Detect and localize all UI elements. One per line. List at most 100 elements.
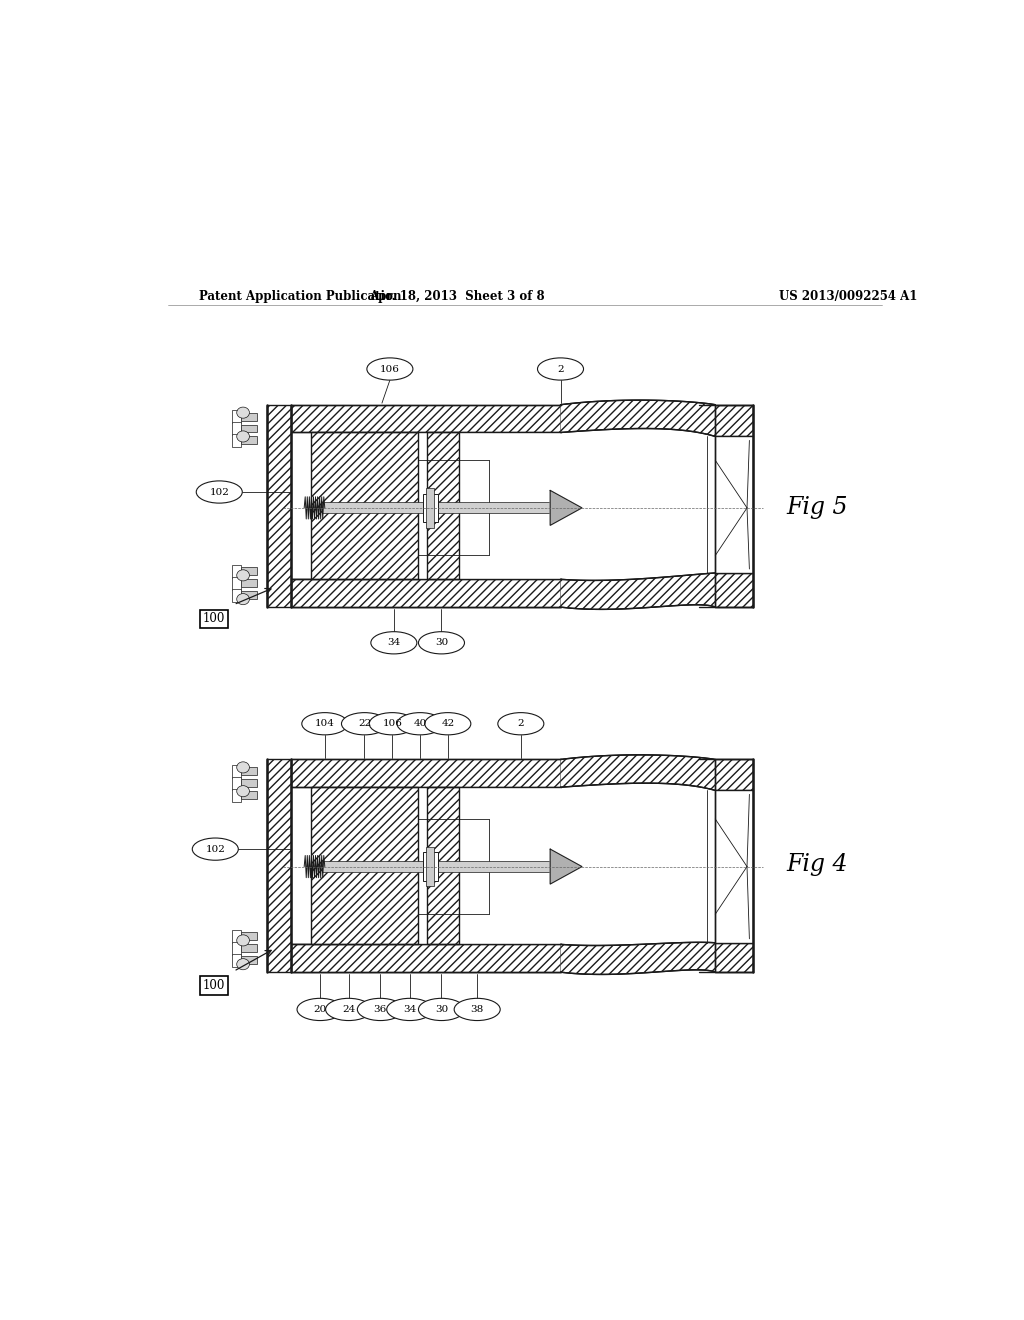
Text: 100: 100 [203, 612, 225, 626]
Bar [242, 413, 257, 421]
Bar [232, 577, 242, 590]
Ellipse shape [237, 594, 250, 605]
Ellipse shape [498, 713, 544, 735]
Text: 22: 22 [357, 719, 371, 729]
Ellipse shape [237, 935, 250, 946]
Text: 2: 2 [557, 364, 564, 374]
Bar [291, 787, 560, 944]
Bar [291, 433, 560, 579]
Bar [232, 565, 242, 578]
Text: Fig 4: Fig 4 [786, 854, 848, 876]
Polygon shape [560, 783, 715, 945]
Text: 36: 36 [374, 1005, 387, 1014]
Ellipse shape [297, 998, 343, 1020]
Text: 20: 20 [313, 1005, 327, 1014]
Text: Apr. 18, 2013  Sheet 3 of 8: Apr. 18, 2013 Sheet 3 of 8 [370, 290, 545, 304]
Bar [242, 767, 257, 775]
Ellipse shape [237, 958, 250, 970]
Bar [242, 779, 257, 787]
Bar [715, 437, 754, 573]
Ellipse shape [193, 838, 239, 861]
Bar [232, 411, 242, 422]
Ellipse shape [419, 632, 465, 653]
Polygon shape [550, 491, 582, 525]
Ellipse shape [419, 998, 465, 1020]
Bar [232, 589, 242, 602]
Bar [232, 954, 242, 966]
Bar [418, 787, 560, 944]
Ellipse shape [538, 358, 584, 380]
Bar [423, 853, 437, 880]
Ellipse shape [237, 430, 250, 442]
Bar [715, 573, 754, 607]
Bar [291, 944, 560, 972]
Bar [323, 503, 554, 513]
Bar [242, 568, 257, 576]
Text: 2: 2 [517, 719, 524, 729]
Bar [232, 422, 242, 434]
Bar [291, 759, 560, 972]
Text: 104: 104 [314, 719, 335, 729]
Text: 106: 106 [382, 719, 402, 729]
Bar [242, 956, 257, 964]
Ellipse shape [357, 998, 403, 1020]
Text: 30: 30 [435, 639, 449, 647]
Text: 40: 40 [414, 719, 427, 729]
Bar [427, 787, 459, 944]
Bar [232, 766, 242, 777]
Bar [715, 942, 754, 972]
Ellipse shape [197, 480, 243, 503]
Bar [423, 494, 437, 523]
Bar [291, 944, 560, 972]
Polygon shape [560, 755, 715, 791]
Ellipse shape [237, 407, 250, 418]
Bar [232, 942, 242, 954]
Text: Fig 5: Fig 5 [786, 496, 848, 519]
Bar [242, 791, 257, 799]
Bar [426, 846, 433, 887]
Text: 100: 100 [203, 979, 225, 993]
Text: Patent Application Publication: Patent Application Publication [200, 290, 402, 304]
Bar [242, 437, 257, 445]
Ellipse shape [397, 713, 443, 735]
Bar [232, 434, 242, 446]
Bar [715, 791, 754, 942]
Bar [232, 777, 242, 789]
Polygon shape [560, 429, 715, 581]
Bar [310, 787, 418, 944]
Bar [291, 405, 560, 607]
Polygon shape [560, 573, 715, 610]
Ellipse shape [370, 713, 416, 735]
Bar [291, 759, 560, 787]
Text: 106: 106 [380, 364, 399, 374]
Text: 38: 38 [471, 1005, 483, 1014]
Text: 30: 30 [435, 1005, 449, 1014]
Bar [267, 405, 291, 607]
Ellipse shape [341, 713, 387, 735]
Ellipse shape [302, 713, 348, 735]
Bar [232, 931, 242, 942]
Bar [310, 433, 418, 579]
Text: 24: 24 [342, 1005, 355, 1014]
Ellipse shape [237, 785, 250, 797]
Ellipse shape [425, 713, 471, 735]
Text: US 2013/0092254 A1: US 2013/0092254 A1 [778, 290, 918, 304]
Bar [232, 789, 242, 801]
Polygon shape [560, 942, 715, 974]
Bar [242, 425, 257, 433]
Bar [418, 433, 560, 579]
Bar [291, 579, 560, 607]
Ellipse shape [237, 762, 250, 774]
Bar [242, 932, 257, 940]
Bar [715, 405, 754, 437]
Ellipse shape [371, 632, 417, 653]
Ellipse shape [455, 998, 500, 1020]
Ellipse shape [367, 358, 413, 380]
Bar [242, 944, 257, 952]
Text: 102: 102 [209, 487, 229, 496]
Text: 42: 42 [441, 719, 455, 729]
Bar [267, 759, 291, 972]
Bar [427, 433, 459, 579]
Ellipse shape [387, 998, 433, 1020]
Bar [242, 591, 257, 599]
